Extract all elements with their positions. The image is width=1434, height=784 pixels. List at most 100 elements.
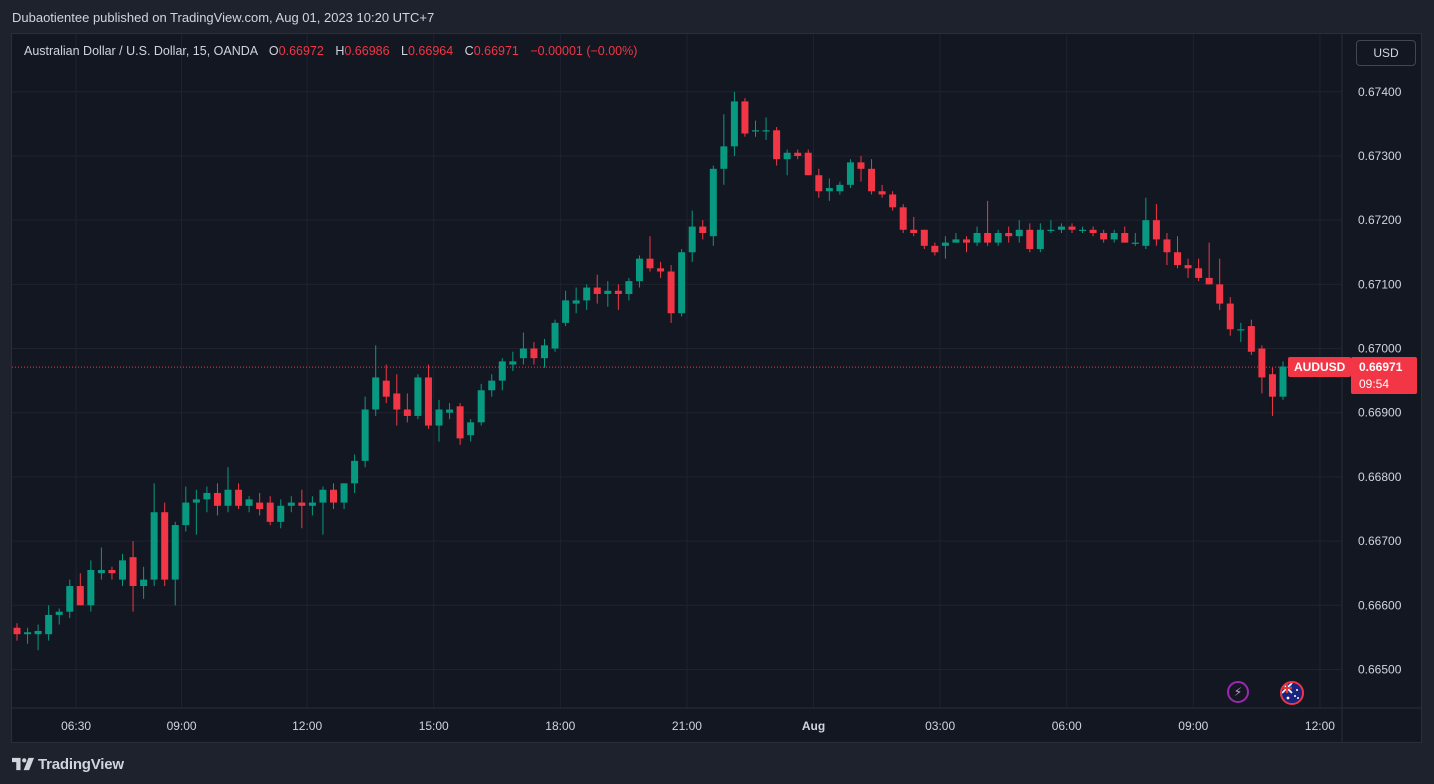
candle-body [720, 146, 728, 169]
candle-body [213, 492, 221, 506]
candle-body [403, 409, 411, 416]
open-value: 0.66972 [278, 44, 324, 58]
candle-body [752, 130, 759, 132]
x-axis-tick-label: 15:00 [419, 719, 449, 733]
bar-countdown: 09:54 [1359, 377, 1390, 392]
last-price-value: 0.66971 [1359, 360, 1403, 375]
candle-body [119, 560, 126, 580]
candle-body [277, 505, 285, 522]
candle-body [467, 422, 475, 436]
candle-body [266, 502, 274, 522]
brand-name[interactable]: TradingView [38, 755, 124, 773]
candle-body [941, 242, 949, 246]
candle-body [583, 287, 591, 301]
candle-body [530, 348, 538, 359]
candle-body [351, 460, 359, 484]
candle-body [34, 630, 42, 635]
candle-body [108, 569, 116, 574]
candle-body [382, 380, 390, 397]
candle-body [192, 499, 200, 503]
candle-body [203, 492, 211, 500]
high-label: H [335, 44, 345, 58]
candle-body [741, 101, 749, 134]
candle-body [762, 130, 770, 132]
lightning-icon[interactable]: ⚡ [1227, 681, 1249, 703]
candle-body [1258, 348, 1266, 378]
candlestick-chart[interactable]: 0.674000.673000.672000.671000.670000.669… [12, 34, 1421, 742]
change-value: −0.00001 (−0.00%) [530, 44, 638, 58]
candle-body [45, 614, 53, 635]
candle-body [994, 232, 1002, 243]
y-axis-tick-label: 0.66700 [1358, 534, 1402, 548]
chart-pane[interactable]: 0.67400 0.67300 0.67200 0.67100 0.67000 0.669… [11, 33, 1422, 743]
y-axis-tick-label: 0.66900 [1358, 406, 1402, 420]
x-axis-tick-label: 06:30 [61, 719, 91, 733]
candle-body [836, 184, 844, 192]
au-flag-icon[interactable] [1280, 681, 1304, 705]
candle-body [1089, 229, 1097, 233]
currency-button[interactable]: USD [1356, 40, 1416, 66]
y-axis-tick-label: 0.67200 [1358, 213, 1402, 227]
candle-body [446, 409, 454, 413]
candle-body [1195, 268, 1203, 278]
candle-body [551, 322, 559, 349]
candle-body [667, 271, 675, 314]
published-info-text: Dubaotientee published on TradingView.co… [12, 10, 435, 25]
candle-body [298, 502, 306, 506]
candle-body [1184, 265, 1192, 269]
candle-body [477, 390, 485, 423]
candle-body [519, 348, 527, 359]
candle-body [1005, 232, 1013, 237]
y-axis-tick-label: 0.67100 [1358, 277, 1402, 291]
candle-body [878, 191, 886, 195]
candle-body [604, 290, 612, 294]
candle-body [973, 232, 981, 243]
candle-body [1057, 226, 1065, 230]
candle-body [1216, 284, 1224, 304]
candle-body [55, 611, 63, 615]
candle-body [614, 290, 622, 294]
x-axis-tick-label: 18:00 [545, 719, 575, 733]
candle-body [709, 168, 717, 237]
y-axis-tick-label: 0.67000 [1358, 342, 1402, 356]
candle-body [794, 152, 802, 156]
y-axis-tick-label: 0.67400 [1358, 85, 1402, 99]
candle-body [804, 152, 812, 176]
candle-body [488, 380, 496, 391]
candle-body [256, 502, 264, 510]
low-label: L [401, 44, 408, 58]
candle-body [730, 101, 738, 147]
candle-body [635, 258, 643, 282]
candle-body [319, 489, 327, 503]
x-axis-tick-label: 12:00 [292, 719, 322, 733]
publisher-bar: Dubaotientee published on TradingView.co… [0, 0, 1434, 34]
candle-body [1247, 326, 1255, 352]
candle-body [1026, 229, 1034, 250]
candle-body [140, 579, 148, 587]
candle-body [76, 586, 84, 606]
x-axis-tick-label: 06:00 [1052, 719, 1082, 733]
close-label: C [464, 44, 474, 58]
candle-body [1268, 374, 1276, 397]
candle-body [498, 361, 506, 381]
candle-body [287, 502, 295, 506]
candle-body [920, 229, 928, 246]
symbol-price-label: AUDUSD [1288, 357, 1352, 378]
candle-body [245, 499, 253, 506]
candle-body [1110, 232, 1118, 240]
x-axis-tick-label: 12:00 [1305, 719, 1335, 733]
candle-body [657, 268, 665, 272]
candle-body [646, 258, 654, 269]
candle-body [171, 525, 179, 580]
open-label: O [268, 44, 279, 58]
candle-body [150, 512, 158, 580]
candle-body [1205, 277, 1213, 285]
x-axis-tick-label: 09:00 [167, 719, 197, 733]
x-axis-tick-label: 09:00 [1178, 719, 1208, 733]
candle-body [868, 168, 876, 192]
candle-body [773, 130, 781, 160]
tradingview-logo-icon[interactable] [12, 757, 34, 771]
x-axis-tick-label: Aug [802, 719, 825, 733]
candle-body [330, 489, 337, 503]
candle-body [1163, 239, 1171, 253]
